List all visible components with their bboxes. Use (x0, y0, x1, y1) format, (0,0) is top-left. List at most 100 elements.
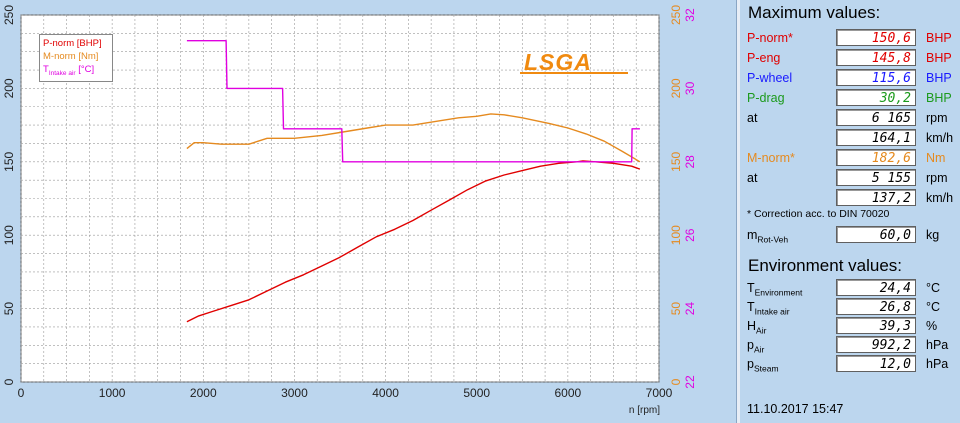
env-row-value: 24,4 (836, 279, 916, 296)
mass-value: 60,0 (836, 226, 916, 243)
x-axis-label: n [rpm] (629, 405, 660, 416)
max-row: P-eng 145,8 BHP (740, 49, 960, 69)
max-row-unit: km/h (926, 131, 954, 145)
max-row: P-norm* 150,6 BHP (740, 29, 960, 49)
x-tick-label: 0 (18, 386, 25, 400)
max-row-value: 182,6 (836, 149, 916, 166)
max-row-label: at (747, 171, 758, 185)
max-row-label: P-norm* (747, 31, 793, 45)
y-left-tick-label: 50 (2, 302, 16, 316)
env-row-value: 39,3 (836, 317, 916, 334)
y-left-tick-label: 0 (2, 378, 16, 385)
y-left-tick-label: 250 (2, 5, 16, 25)
max-row-value: 164,1 (836, 129, 916, 146)
env-row-label: HAir (747, 319, 767, 336)
env-row: TIntake air 26,8 °C (740, 298, 960, 318)
max-row-unit: BHP (926, 51, 952, 65)
max-row-label: P-wheel (747, 71, 793, 85)
env-row-value: 26,8 (836, 298, 916, 315)
env-row-label: TEnvironment (747, 281, 803, 298)
env-row-label: pSteam (747, 357, 779, 374)
chart-legend: P-norm [BHP] M-norm [Nm] TIntake air [°C… (39, 34, 113, 82)
max-row: P-drag 30,2 BHP (740, 89, 960, 109)
max-row-unit: rpm (926, 111, 948, 125)
y-torque-tick-label: 250 (669, 5, 683, 25)
correction-note: * Correction acc. to DIN 70020 (747, 208, 890, 220)
max-row-value: 30,2 (836, 89, 916, 106)
max-row-value: 137,2 (836, 189, 916, 206)
y-temperature-tick-label: 28 (683, 155, 697, 169)
env-row-unit: hPa (926, 338, 949, 352)
x-tick-label: 3000 (281, 386, 308, 400)
max-row-unit: BHP (926, 31, 952, 45)
max-row-unit: BHP (926, 71, 952, 85)
lsga-logo: LSGA (524, 49, 592, 75)
max-row-unit: km/h (926, 191, 954, 205)
max-row: M-norm* 182,6 Nm (740, 149, 960, 169)
x-tick-label: 4000 (372, 386, 399, 400)
max-row-unit: BHP (926, 91, 952, 105)
max-row-unit: Nm (926, 151, 946, 165)
env-row: TEnvironment 24,4 °C (740, 279, 960, 299)
y-left-tick-label: 200 (2, 78, 16, 98)
env-row: pAir 992,2 hPa (740, 336, 960, 356)
max-row-label: at (747, 111, 758, 125)
x-tick-label: 1000 (99, 386, 126, 400)
y-temperature-tick-label: 30 (683, 81, 697, 95)
max-row-unit: rpm (926, 171, 948, 185)
max-row: at 5 155 rpm (740, 169, 960, 189)
max-row-value: 5 155 (836, 169, 916, 186)
max-row: 137,2 km/h (740, 189, 960, 209)
x-tick-label: 5000 (463, 386, 490, 400)
y-temperature-tick-label: 22 (683, 375, 697, 389)
max-row-value: 115,6 (836, 69, 916, 86)
legend-entry-m-norm: M-norm [Nm] (43, 51, 99, 62)
env-row-value: 992,2 (836, 336, 916, 353)
env-row-label: pAir (747, 338, 765, 355)
environment-values-title: Environment values: (748, 256, 903, 275)
mass-label: mRot-Veh (747, 228, 789, 245)
y-left-tick-label: 100 (2, 225, 16, 245)
max-row-value: 145,8 (836, 49, 916, 66)
y-left-tick-label: 150 (2, 151, 16, 171)
env-row-unit: % (926, 319, 938, 333)
chart-panel: 0 1000 2000 3000 4000 5000 6000 7000 n [rpm] 0 50 1… (2, 4, 698, 416)
env-row-value: 12,0 (836, 355, 916, 372)
logo-underline (520, 72, 628, 74)
panel-divider (736, 0, 740, 423)
y-temperature-tick-label: 32 (683, 8, 697, 22)
y-torque-tick-label: 100 (669, 225, 683, 245)
env-row: HAir 39,3% (740, 317, 960, 337)
t-intake-line (186, 40, 640, 163)
max-row: 164,1 km/h (740, 129, 960, 149)
y-torque-tick-label: 50 (669, 302, 683, 316)
legend-entry-p-norm: P-norm [BHP] (43, 38, 102, 49)
max-row-label: P-eng (747, 51, 781, 65)
legend-entry-t-intake: TIntake air [°C] (43, 64, 95, 77)
mass-row: mRot-Veh 60,0 kg (740, 226, 960, 246)
y-torque-tick-label: 150 (669, 151, 683, 171)
m-norm-line (186, 113, 641, 163)
max-row: at 6 165 rpm (740, 109, 960, 129)
maximum-values-title: Maximum values: (748, 3, 881, 22)
max-row-value: 150,6 (836, 29, 916, 46)
timestamp: 11.10.2017 15:47 (747, 402, 844, 416)
values-panel: Maximum values: P-norm* 150,6 BHP P-eng 145,… (740, 0, 960, 423)
env-row-unit: °C (926, 281, 941, 295)
mass-unit: kg (926, 228, 940, 242)
y-torque-tick-label: 0 (669, 378, 683, 385)
max-row-value: 6 165 (836, 109, 916, 126)
max-row-label: P-drag (747, 91, 785, 105)
env-row: pSteam 12,0 hPa (740, 355, 960, 375)
x-tick-label: 7000 (646, 386, 673, 400)
max-row-label: M-norm* (747, 151, 795, 165)
x-tick-label: 6000 (555, 386, 582, 400)
x-tick-label: 2000 (190, 386, 217, 400)
y-temperature-tick-label: 26 (683, 228, 697, 242)
max-row: P-wheel 115,6 BHP (740, 69, 960, 89)
env-row-unit: °C (926, 300, 941, 314)
env-row-label: TIntake air (747, 300, 790, 317)
env-row-unit: hPa (926, 357, 949, 371)
y-temperature-tick-label: 24 (683, 302, 697, 316)
